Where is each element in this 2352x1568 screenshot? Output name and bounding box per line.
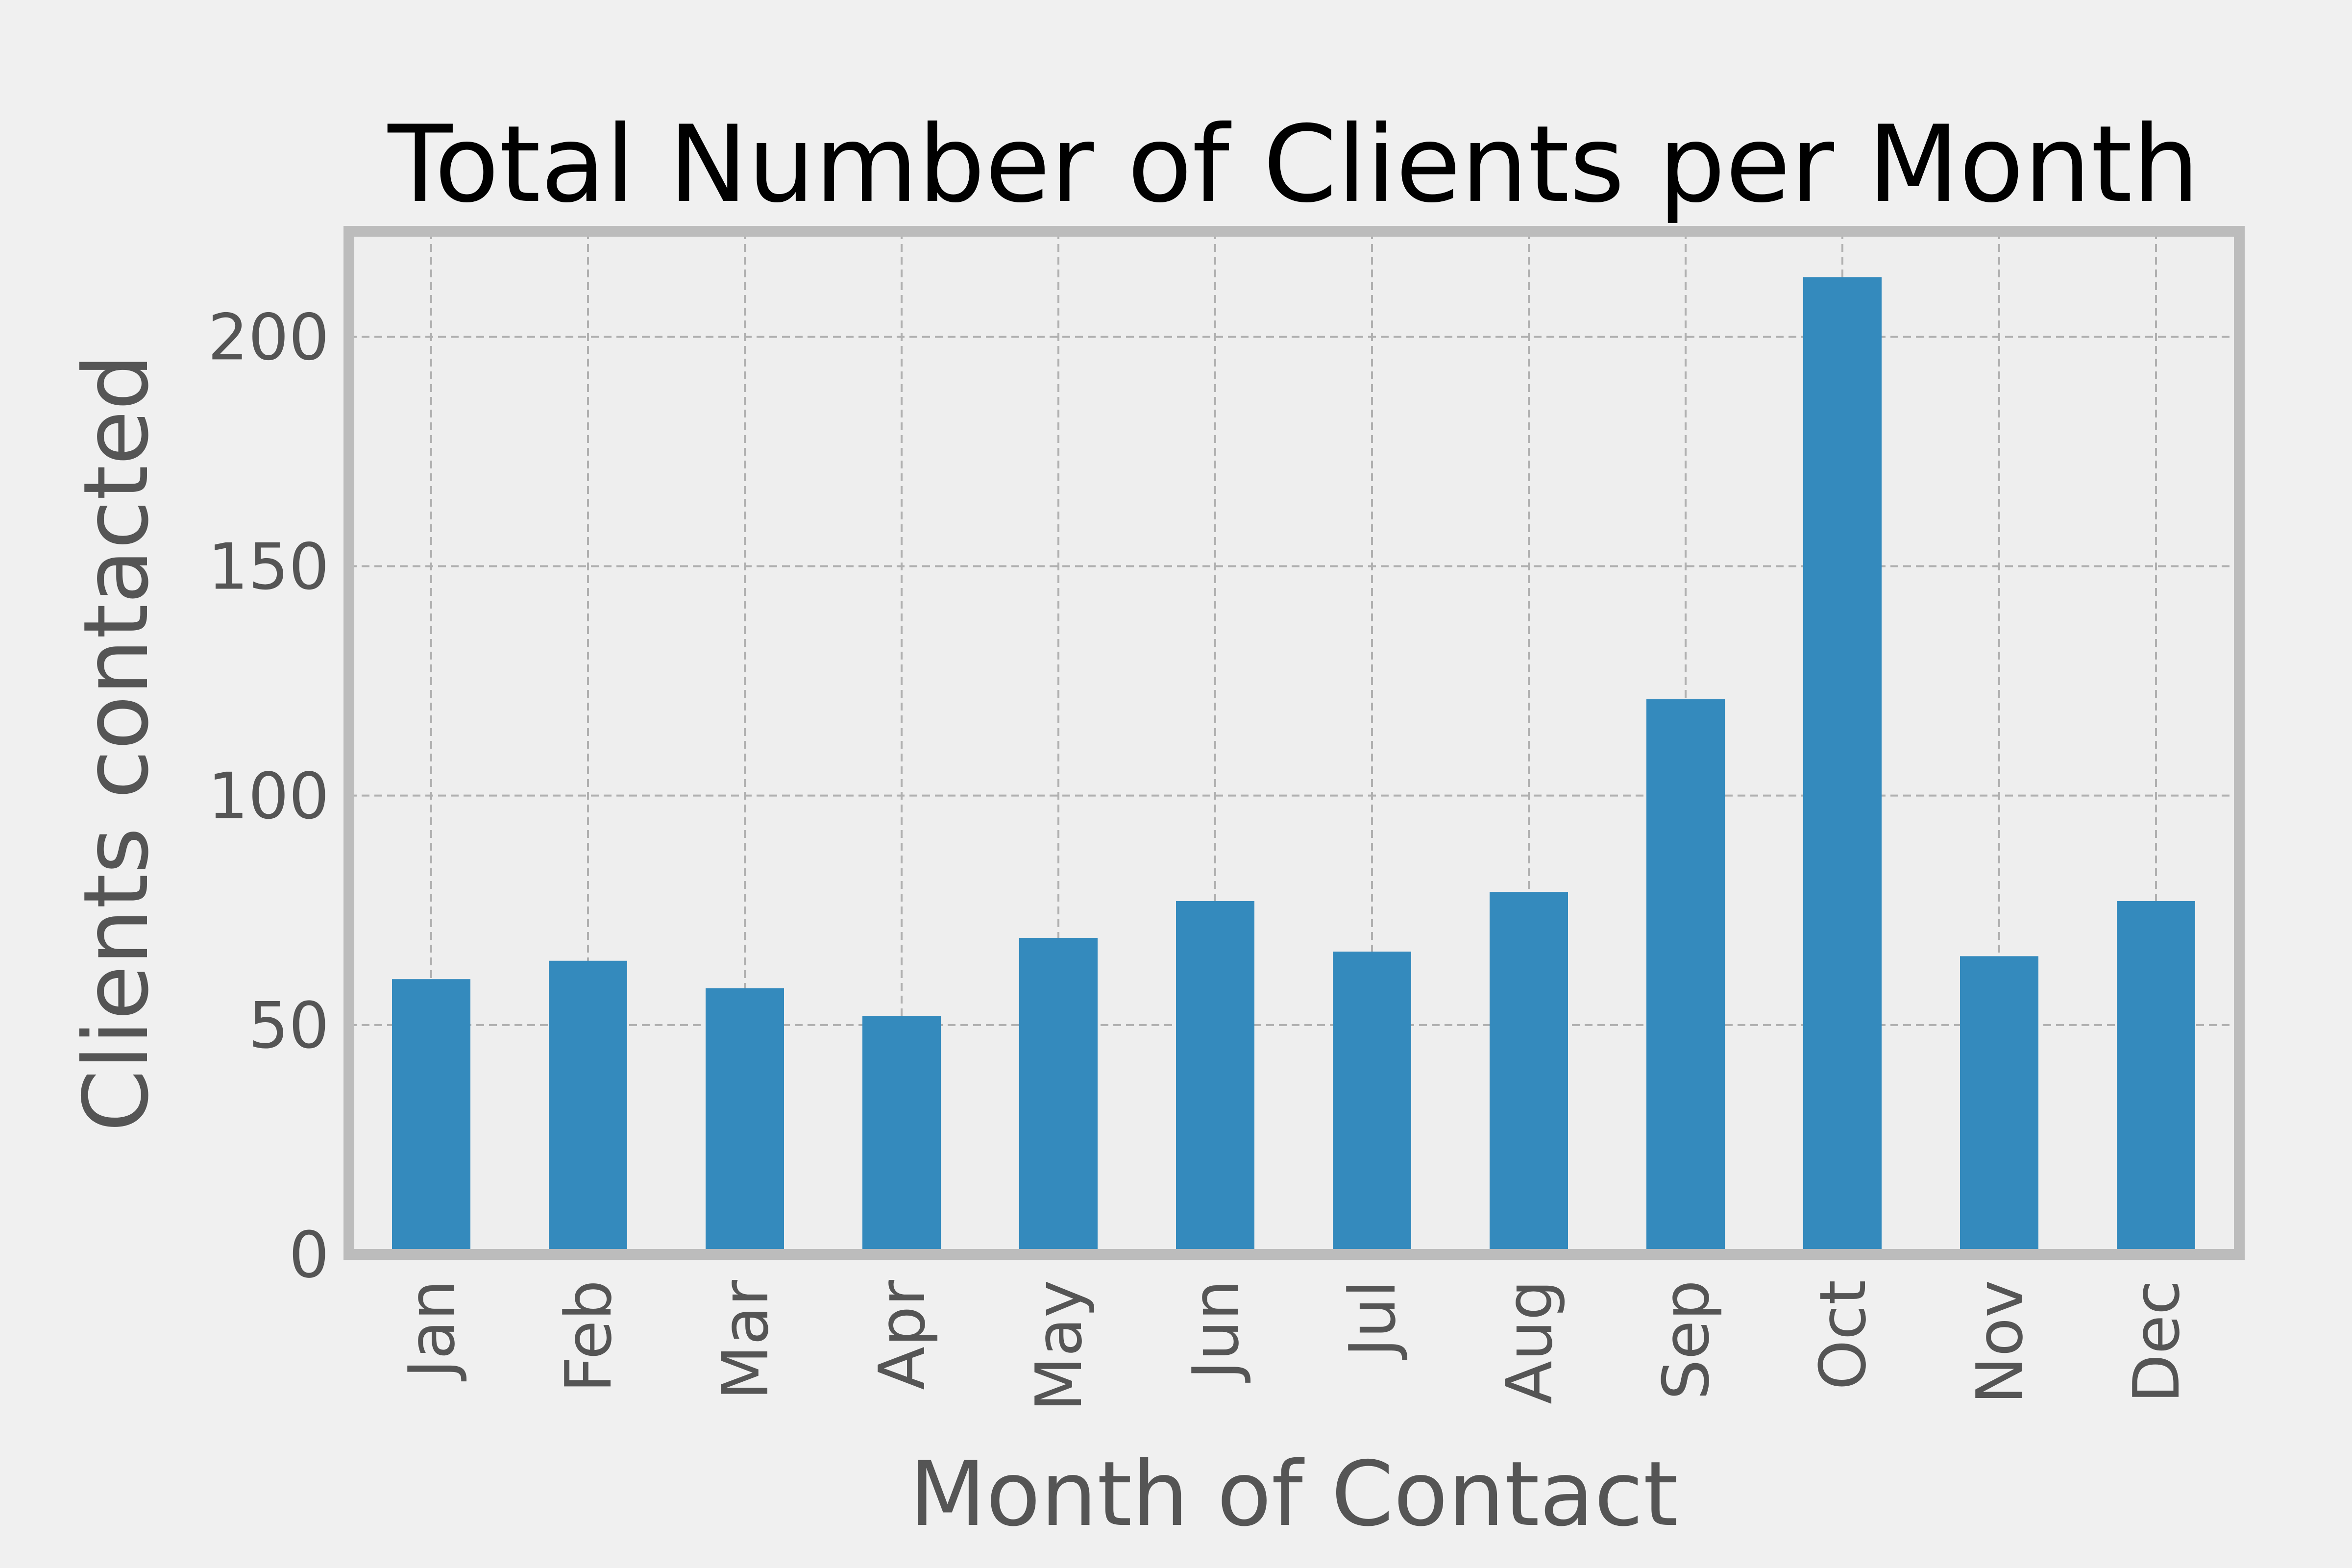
x-tick-label: May — [1022, 1280, 1096, 1412]
bar-feb — [549, 960, 627, 1254]
bar-sep — [1646, 699, 1725, 1254]
x-tick-label: Nov — [1962, 1280, 2037, 1404]
plot-area — [349, 231, 2239, 1254]
chart-title: Total Number of Clients per Month — [387, 103, 2199, 226]
bar-apr — [862, 1016, 941, 1254]
y-axis-label: Clients contacted — [64, 354, 168, 1132]
bar-nov — [1960, 956, 2038, 1254]
plot-frame — [343, 226, 2245, 1260]
bar-jan — [392, 979, 470, 1254]
y-tick-label: 50 — [248, 988, 329, 1063]
x-tick-label: Jul — [1335, 1280, 1410, 1360]
bars — [392, 277, 2195, 1254]
y-tick-label: 100 — [208, 759, 329, 833]
y-tick-label: 150 — [208, 530, 329, 604]
bar-aug — [1490, 892, 1568, 1254]
bar-mar — [706, 988, 784, 1254]
x-tick-label: Apr — [865, 1279, 939, 1390]
x-tick-label: Mar — [708, 1279, 783, 1400]
bar-jul — [1333, 952, 1411, 1254]
bar-may — [1019, 937, 1098, 1254]
x-tick-labels: Jan Feb Mar Apr May Jun Jul Aug Sep Oct Nov Dec — [394, 1279, 2194, 1411]
x-tick-label: Dec — [2119, 1280, 2194, 1403]
x-tick-label: Feb — [551, 1280, 626, 1393]
bar-oct — [1803, 277, 1882, 1254]
bar-jun — [1176, 901, 1254, 1254]
y-tick-label: 0 — [289, 1218, 329, 1292]
x-tick-label: Jan — [394, 1280, 469, 1381]
x-axis-label: Month of Contact — [909, 1442, 1678, 1546]
x-tick-label: Sep — [1649, 1280, 1723, 1400]
x-tick-label: Jun — [1178, 1280, 1253, 1383]
x-tick-label: Oct — [1806, 1280, 1880, 1390]
x-tick-label: Aug — [1492, 1280, 1567, 1404]
bar-dec — [2117, 901, 2195, 1254]
y-tick-label: 200 — [208, 300, 329, 374]
y-tick-labels: 0 50 100 150 200 — [208, 300, 329, 1292]
